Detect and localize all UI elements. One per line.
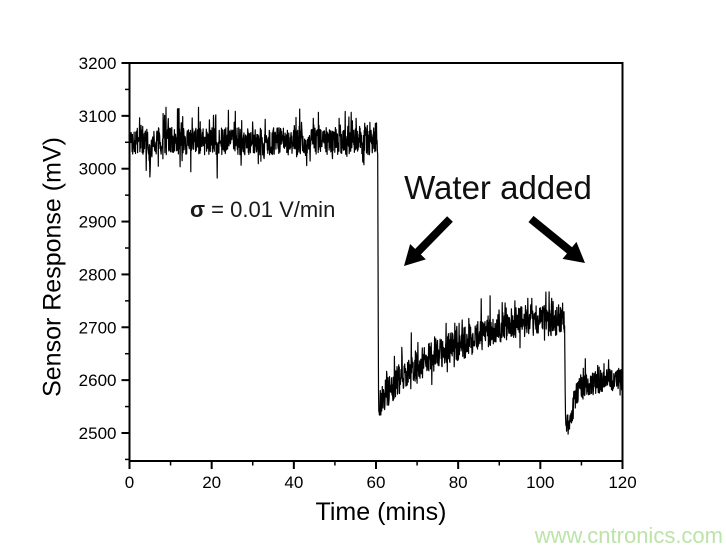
y-tick-label: 3200 (79, 54, 117, 73)
x-axis-title: Time (mins) (315, 498, 447, 526)
x-tick-label: 0 (125, 473, 134, 492)
x-tick-label: 40 (284, 473, 303, 492)
watermark-text: www.cntronics.com (534, 523, 723, 548)
x-tick-label: 20 (202, 473, 221, 492)
water-added-arrow-left (410, 216, 453, 259)
water-added-arrow-right (528, 215, 577, 258)
sigma-annotation: σ = 0.01 V/min (190, 197, 335, 223)
y-tick-label: 2500 (79, 424, 117, 443)
x-tick-label: 80 (449, 473, 468, 492)
y-tick-label: 3100 (79, 107, 117, 126)
sigma-value-text: = 0.01 V/min (205, 197, 336, 222)
y-tick-label: 2700 (79, 318, 117, 337)
y-tick-label: 3000 (79, 160, 117, 179)
water-added-arrowhead-right (562, 241, 585, 263)
x-tick-label: 120 (608, 473, 636, 492)
y-tick-label: 2800 (79, 265, 117, 284)
sigma-symbol: σ (190, 197, 206, 222)
y-axis-title: Sensor Response (mV) (38, 137, 67, 397)
x-tick-label: 60 (367, 473, 386, 492)
y-tick-label: 2900 (79, 213, 117, 232)
water-added-arrowhead-left (404, 244, 426, 266)
water-added-label: Water added (404, 169, 592, 206)
x-axis-ticks: 0 20 40 60 80 100 120 (125, 461, 637, 492)
data-series-path (128, 106, 623, 435)
y-tick-label: 2600 (79, 371, 117, 390)
y-axis-ticks: 2500 2600 2700 2800 2900 3000 3100 3200 (79, 54, 130, 461)
x-tick-label: 100 (526, 473, 554, 492)
